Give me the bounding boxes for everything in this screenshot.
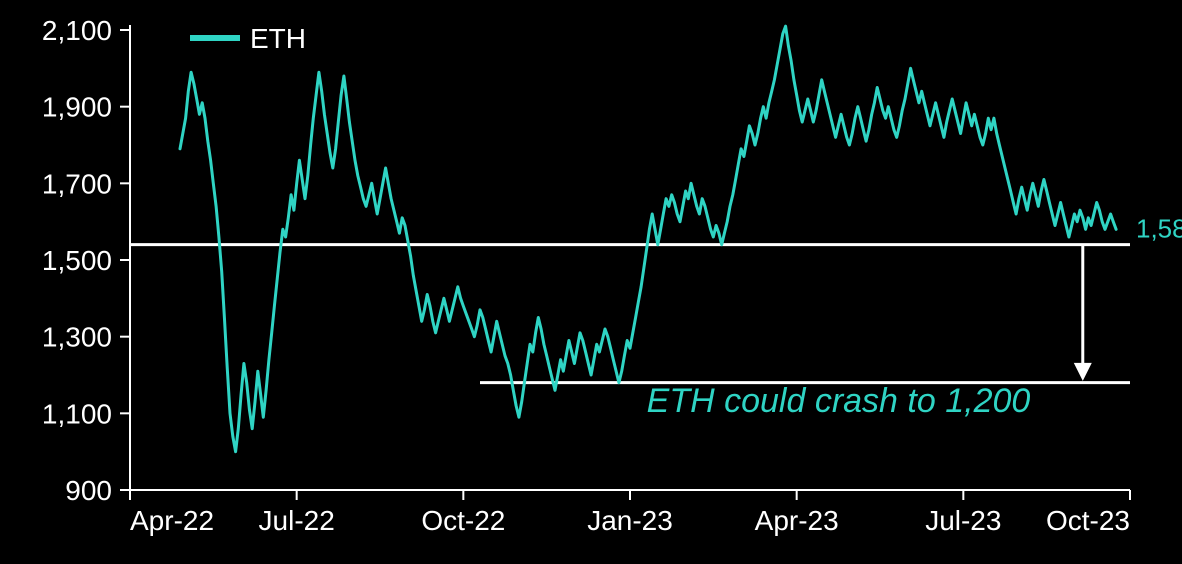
y-tick-label: 1,700 — [42, 168, 112, 199]
x-tick-label: Apr-22 — [130, 505, 214, 536]
chart-container: { "chart": { "type": "line", "width": 11… — [0, 0, 1182, 564]
legend-label: ETH — [250, 23, 306, 54]
x-tick-label: Apr-23 — [755, 505, 839, 536]
x-tick-label: Jul-22 — [259, 505, 335, 536]
x-tick-label: Oct-23 — [1046, 505, 1130, 536]
crash-annotation: ETH could crash to 1,200 — [647, 382, 1031, 420]
x-tick-label: Jan-23 — [587, 505, 673, 536]
y-tick-label: 900 — [65, 475, 112, 506]
y-tick-label: 1,100 — [42, 398, 112, 429]
y-tick-label: 1,500 — [42, 245, 112, 276]
x-tick-label: Oct-22 — [421, 505, 505, 536]
y-tick-label: 1,300 — [42, 322, 112, 353]
price-chart: 900 1,100 1,300 1,500 1,700 1,900 2,100 Apr-22 J… — [0, 0, 1182, 564]
chart-bg — [0, 0, 1182, 564]
y-tick-label: 2,100 — [42, 15, 112, 46]
y-tick-label: 1,900 — [42, 92, 112, 123]
last-price-label: 1,580 — [1136, 213, 1182, 243]
x-tick-label: Jul-23 — [925, 505, 1001, 536]
